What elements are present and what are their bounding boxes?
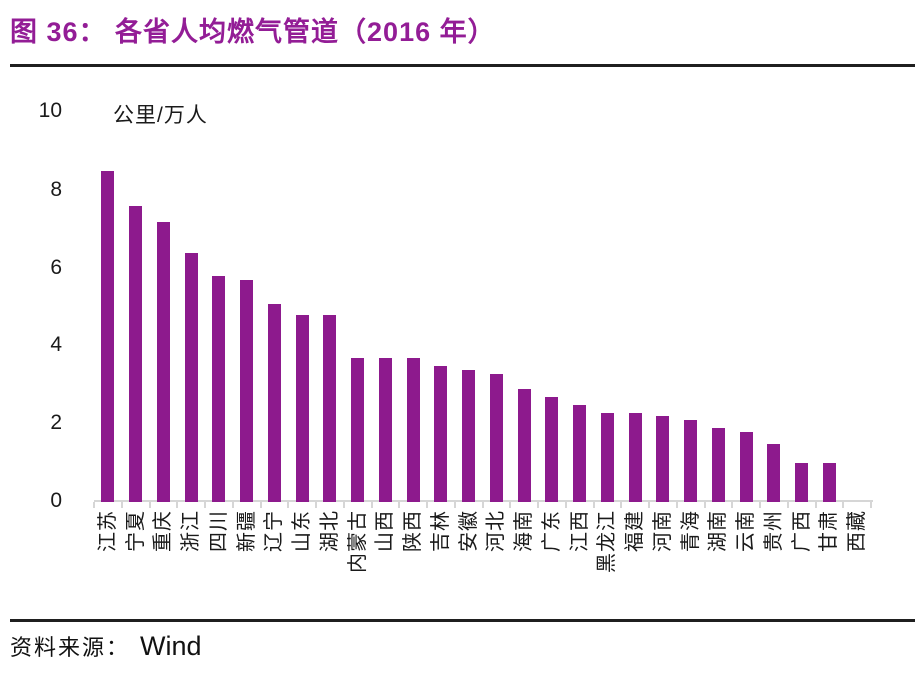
y-axis-tick-label: 4	[50, 333, 62, 357]
x-axis-label: 江西	[569, 510, 591, 552]
bar	[740, 432, 753, 502]
bar	[629, 413, 642, 502]
bar	[379, 358, 392, 502]
bar	[351, 358, 364, 502]
bar	[129, 206, 142, 502]
x-axis-tick	[870, 502, 872, 508]
x-axis-tick	[204, 502, 206, 508]
x-axis-tick	[537, 502, 539, 508]
x-axis-label: 江苏	[97, 510, 119, 552]
x-axis-tick	[398, 502, 401, 508]
x-axis-label: 海南	[513, 510, 535, 552]
x-axis-tick	[120, 502, 123, 508]
x-axis-tick	[426, 502, 428, 508]
bar	[823, 463, 836, 502]
bar	[490, 374, 503, 502]
x-axis-tick	[93, 502, 95, 508]
x-axis-label: 广东	[541, 510, 563, 552]
x-axis-label: 浙江	[180, 510, 202, 552]
bar	[795, 463, 808, 502]
source-line: 资料来源： Wind	[10, 630, 202, 662]
x-axis-tick	[148, 502, 151, 508]
x-axis-tick	[315, 502, 317, 508]
x-axis-label: 西藏	[846, 510, 868, 552]
y-axis-tick-label: 0	[50, 489, 62, 512]
bar	[545, 397, 558, 502]
x-axis-tick	[675, 502, 678, 508]
x-axis-label: 山西	[374, 510, 396, 552]
x-axis-tick	[509, 502, 512, 508]
x-axis-label: 贵州	[763, 510, 785, 552]
x-axis-tick	[370, 502, 373, 508]
y-axis-tick-label: 2	[50, 411, 62, 435]
bar	[656, 416, 669, 502]
x-axis-label: 辽宁	[263, 510, 285, 552]
x-axis-tick	[620, 502, 623, 508]
x-axis-label: 湖南	[707, 510, 729, 552]
x-axis-tick	[176, 502, 179, 508]
x-axis-label: 安徽	[458, 510, 480, 552]
y-axis-max-label: 10	[38, 99, 62, 122]
source-name: Wind	[140, 631, 202, 661]
bar	[601, 413, 614, 502]
x-axis-label: 青海	[680, 510, 702, 552]
x-axis-label: 云南	[735, 510, 757, 552]
x-axis-label: 河北	[485, 510, 507, 552]
bar	[684, 420, 697, 502]
y-axis-tick-label: 8	[50, 177, 62, 201]
x-axis-label: 吉林	[430, 510, 452, 552]
x-axis-label: 河南	[652, 510, 674, 552]
bar	[407, 358, 420, 502]
x-axis-label: 广西	[791, 510, 813, 552]
x-axis-label: 甘肃	[818, 510, 840, 552]
x-axis-tick	[731, 502, 734, 508]
bar	[518, 389, 531, 502]
x-axis-label: 湖北	[319, 510, 341, 552]
x-axis-tick	[259, 502, 262, 508]
y-axis-unit-label: 公里/万人	[113, 104, 208, 127]
bar	[462, 370, 475, 502]
bar	[268, 304, 281, 502]
source-label: 资料来源：	[10, 635, 131, 660]
x-axis-tick	[786, 502, 789, 508]
x-axis-label: 内蒙古	[347, 510, 369, 573]
bar	[712, 428, 725, 502]
x-axis-label: 陕西	[402, 510, 424, 552]
x-axis-label: 黑龙江	[596, 510, 618, 573]
bar	[296, 315, 309, 502]
x-axis-tick	[814, 502, 817, 508]
y-axis-tick-label: 6	[50, 255, 62, 279]
x-axis-tick	[703, 502, 706, 508]
x-axis-tick	[564, 502, 567, 508]
x-axis-tick	[759, 502, 761, 508]
x-axis-tick	[342, 502, 345, 508]
title-divider-line	[10, 64, 915, 67]
x-axis-tick	[287, 502, 290, 508]
x-axis-tick	[842, 502, 845, 508]
x-axis-tick	[481, 502, 484, 508]
x-axis-tick	[453, 502, 456, 508]
x-axis-line	[94, 500, 873, 502]
x-axis-label: 重庆	[152, 510, 174, 552]
x-axis-label: 宁夏	[125, 510, 147, 552]
x-axis-label: 四川	[208, 510, 230, 552]
bar	[434, 366, 447, 502]
bar	[767, 444, 780, 502]
bar	[185, 253, 198, 502]
bar	[157, 222, 170, 502]
bar	[323, 315, 336, 502]
bar	[101, 171, 114, 502]
x-axis-label: 福建	[624, 510, 646, 552]
x-axis-tick	[592, 502, 595, 508]
footer-divider-line	[10, 619, 915, 622]
bar	[212, 276, 225, 502]
bar	[240, 280, 253, 502]
bar	[573, 405, 586, 502]
figure-title: 图 36： 各省人均燃气管道（2016 年）	[10, 17, 496, 47]
x-axis-label: 新疆	[236, 510, 258, 552]
x-axis-label: 山东	[291, 510, 313, 552]
x-axis-tick	[648, 502, 650, 508]
x-axis-tick	[231, 502, 234, 508]
